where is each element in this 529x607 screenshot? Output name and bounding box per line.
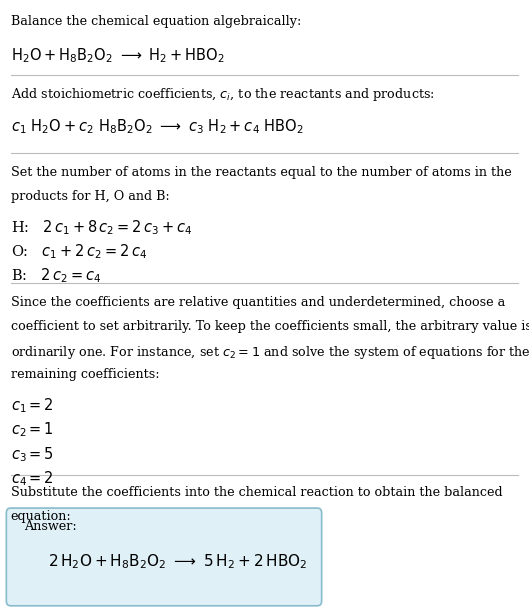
Text: equation:: equation: — [11, 510, 71, 523]
Text: O:   $c_1 + 2\,c_2 = 2\,c_4$: O: $c_1 + 2\,c_2 = 2\,c_4$ — [11, 242, 147, 261]
Text: H:   $2\,c_1 + 8\,c_2 = 2\,c_3 + c_4$: H: $2\,c_1 + 8\,c_2 = 2\,c_3 + c_4$ — [11, 218, 192, 237]
Text: Set the number of atoms in the reactants equal to the number of atoms in the: Set the number of atoms in the reactants… — [11, 166, 512, 178]
FancyBboxPatch shape — [6, 508, 322, 606]
Text: Balance the chemical equation algebraically:: Balance the chemical equation algebraica… — [11, 15, 301, 28]
Text: coefficient to set arbitrarily. To keep the coefficients small, the arbitrary va: coefficient to set arbitrarily. To keep … — [11, 320, 529, 333]
Text: $c_3 = 5$: $c_3 = 5$ — [11, 445, 53, 464]
Text: products for H, O and B:: products for H, O and B: — [11, 190, 169, 203]
Text: Add stoichiometric coefficients, $c_i$, to the reactants and products:: Add stoichiometric coefficients, $c_i$, … — [11, 86, 434, 103]
Text: $c_1\ \mathrm{H_2O} + c_2\ \mathrm{H_8B_2O_2} \ \longrightarrow \ c_3\ \mathrm{H: $c_1\ \mathrm{H_2O} + c_2\ \mathrm{H_8B_… — [11, 118, 304, 137]
Text: $\mathrm{H_2O + H_8B_2O_2 \ \longrightarrow \ H_2 + HBO_2}$: $\mathrm{H_2O + H_8B_2O_2 \ \longrightar… — [11, 47, 224, 66]
Text: $c_1 = 2$: $c_1 = 2$ — [11, 396, 53, 415]
Text: ordinarily one. For instance, set $c_2 = 1$ and solve the system of equations fo: ordinarily one. For instance, set $c_2 =… — [11, 344, 529, 361]
Text: Substitute the coefficients into the chemical reaction to obtain the balanced: Substitute the coefficients into the che… — [11, 486, 502, 498]
Text: remaining coefficients:: remaining coefficients: — [11, 368, 159, 381]
Text: Since the coefficients are relative quantities and underdetermined, choose a: Since the coefficients are relative quan… — [11, 296, 505, 308]
Text: $c_2 = 1$: $c_2 = 1$ — [11, 421, 53, 439]
Text: $\mathrm{2\,H_2O + H_8B_2O_2 \ \longrightarrow \ 5\,H_2 + 2\,HBO_2}$: $\mathrm{2\,H_2O + H_8B_2O_2 \ \longrigh… — [48, 552, 307, 571]
Text: B:   $2\,c_2 = c_4$: B: $2\,c_2 = c_4$ — [11, 266, 101, 285]
Text: $c_4 = 2$: $c_4 = 2$ — [11, 469, 53, 488]
Text: Answer:: Answer: — [24, 520, 77, 533]
